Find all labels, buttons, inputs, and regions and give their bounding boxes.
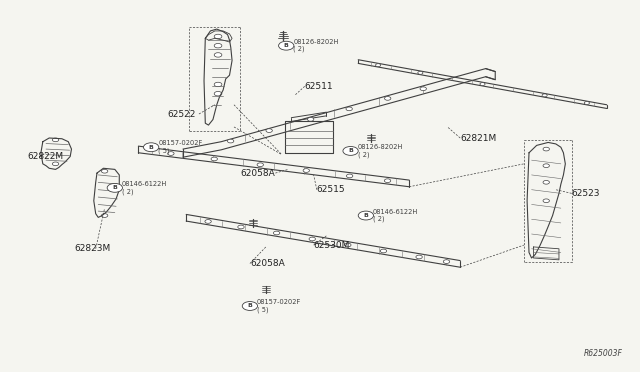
Circle shape	[346, 107, 353, 111]
Circle shape	[214, 82, 222, 87]
Text: 62523: 62523	[572, 189, 600, 198]
Circle shape	[307, 118, 314, 121]
Text: 62822M: 62822M	[27, 152, 63, 161]
Circle shape	[543, 180, 549, 184]
Text: 08146-6122H
( 2): 08146-6122H ( 2)	[373, 209, 418, 222]
Circle shape	[303, 169, 310, 172]
Circle shape	[418, 71, 423, 74]
Text: 62058A: 62058A	[241, 169, 275, 177]
Circle shape	[257, 163, 264, 167]
Circle shape	[205, 219, 211, 223]
Circle shape	[480, 83, 485, 86]
Circle shape	[542, 94, 547, 97]
Text: B: B	[248, 304, 252, 308]
Circle shape	[543, 147, 549, 151]
Circle shape	[266, 129, 273, 132]
Circle shape	[416, 255, 422, 259]
Text: B: B	[348, 148, 353, 153]
Text: R625003F: R625003F	[584, 349, 623, 358]
Text: B: B	[364, 213, 368, 218]
Circle shape	[385, 97, 391, 100]
Circle shape	[584, 102, 589, 105]
Text: 62530M: 62530M	[314, 241, 350, 250]
Text: B: B	[284, 43, 289, 48]
Text: 62522: 62522	[168, 109, 196, 119]
Text: B: B	[113, 185, 117, 190]
Circle shape	[543, 164, 549, 167]
Circle shape	[168, 152, 174, 155]
Circle shape	[243, 302, 257, 310]
Circle shape	[214, 44, 222, 48]
Text: 62515: 62515	[317, 185, 346, 194]
Circle shape	[385, 179, 391, 183]
Text: 08146-6122H
( 2): 08146-6122H ( 2)	[122, 181, 167, 195]
Circle shape	[143, 143, 159, 152]
Circle shape	[214, 34, 222, 39]
Text: 62058A: 62058A	[250, 259, 285, 268]
Circle shape	[107, 183, 122, 192]
Circle shape	[376, 64, 381, 67]
Circle shape	[238, 225, 244, 229]
Circle shape	[343, 147, 358, 155]
Circle shape	[214, 92, 222, 96]
Circle shape	[52, 162, 59, 166]
Text: 08126-8202H
( 2): 08126-8202H ( 2)	[358, 144, 403, 158]
Text: 08157-0202F
( 5): 08157-0202F ( 5)	[158, 141, 202, 154]
Text: 08126-8202H
( 2): 08126-8202H ( 2)	[293, 39, 339, 52]
Circle shape	[273, 231, 280, 235]
Circle shape	[346, 174, 353, 178]
Text: 62511: 62511	[304, 82, 333, 91]
Circle shape	[543, 199, 549, 203]
Circle shape	[358, 211, 374, 220]
Circle shape	[52, 138, 59, 142]
Text: B: B	[148, 145, 154, 150]
Circle shape	[214, 53, 222, 57]
Text: 62823M: 62823M	[75, 244, 111, 253]
Circle shape	[227, 139, 234, 143]
Circle shape	[380, 249, 387, 253]
Circle shape	[345, 243, 351, 247]
Circle shape	[444, 260, 450, 263]
Circle shape	[309, 237, 316, 241]
Text: 08157-0202F
( 5): 08157-0202F ( 5)	[257, 299, 301, 313]
Circle shape	[101, 169, 108, 173]
Circle shape	[211, 157, 218, 161]
Text: 62821M: 62821M	[460, 134, 497, 142]
Circle shape	[101, 214, 108, 217]
Circle shape	[278, 41, 294, 50]
Circle shape	[420, 87, 426, 91]
